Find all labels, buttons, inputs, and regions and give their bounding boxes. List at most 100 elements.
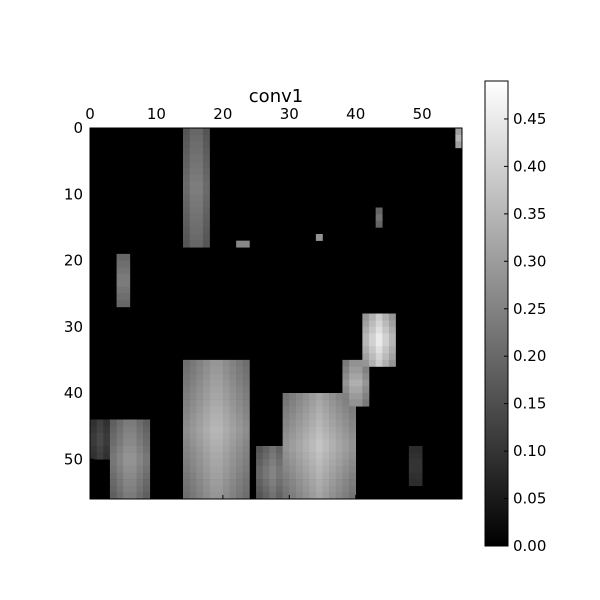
heatmap-cell	[375, 326, 383, 334]
heatmap-cell	[309, 492, 317, 500]
heatmap-cell	[302, 465, 310, 473]
colorbar-tick-label: 0.15	[513, 395, 546, 413]
heatmap-cell	[196, 446, 204, 453]
heatmap-cell	[209, 366, 217, 374]
heatmap-cell	[355, 393, 363, 400]
heatmap-cell	[143, 452, 151, 460]
heatmap-cell	[335, 412, 343, 420]
heatmap-cell	[282, 406, 290, 414]
heatmap-cell	[196, 406, 204, 414]
heatmap-cell	[109, 459, 117, 467]
heatmap-cell	[342, 412, 350, 420]
y-tick-label: 40	[64, 384, 83, 402]
heatmap-cell	[236, 412, 244, 420]
heatmap-cell	[136, 479, 144, 487]
heatmap-cell	[375, 340, 383, 347]
heatmap-cell	[143, 465, 151, 473]
heatmap-cell	[242, 485, 250, 493]
heatmap-cell	[322, 452, 330, 460]
heatmap-cell	[183, 393, 190, 400]
heatmap-cell	[216, 459, 224, 467]
heatmap-cell	[236, 432, 244, 440]
heatmap-cell	[209, 472, 217, 480]
heatmap-cell	[183, 147, 190, 155]
heatmap-cell	[236, 472, 244, 480]
heatmap-cell	[103, 439, 111, 447]
heatmap-cell	[289, 452, 297, 460]
heatmap-cell	[189, 479, 197, 487]
colorbar-tick-label: 0.35	[513, 205, 546, 223]
heatmap-cell	[335, 485, 343, 493]
heatmap-cell	[349, 379, 357, 387]
heatmap-cell	[96, 439, 104, 447]
heatmap-cell	[342, 452, 350, 460]
heatmap-cell	[309, 406, 317, 414]
heatmap-cell	[129, 479, 137, 487]
heatmap-cell	[202, 154, 210, 162]
heatmap-cell	[269, 446, 277, 453]
heatmap-cell	[103, 446, 111, 453]
heatmap-cell	[382, 353, 390, 361]
heatmap-cell	[222, 359, 230, 367]
heatmap-cell	[196, 459, 204, 467]
heatmap-cell	[196, 200, 204, 208]
heatmap-cell	[183, 379, 190, 387]
heatmap-cell	[362, 393, 370, 400]
heatmap-cell	[202, 161, 210, 169]
heatmap-cell	[116, 260, 124, 268]
heatmap-cell	[183, 167, 190, 175]
heatmap-cell	[189, 187, 197, 195]
heatmap-cell	[315, 406, 323, 414]
heatmap-cell	[236, 399, 244, 407]
heatmap-cell	[103, 419, 111, 427]
heatmap-cell	[322, 432, 330, 440]
heatmap-cell	[143, 419, 151, 427]
heatmap-cell	[349, 459, 357, 467]
heatmap-cell	[189, 419, 197, 427]
heatmap-cell	[209, 419, 217, 427]
heatmap-cell	[189, 234, 197, 241]
heatmap-cell	[322, 485, 330, 493]
heatmap-cell	[315, 452, 323, 460]
heatmap-cell	[109, 485, 117, 493]
heatmap-cell	[315, 399, 323, 407]
heatmap-cell	[382, 359, 390, 367]
heatmap-cell	[349, 412, 357, 420]
heatmap-cell	[143, 459, 151, 467]
heatmap-cell	[415, 446, 423, 453]
heatmap-cell	[309, 412, 317, 420]
heatmap-cell	[355, 386, 363, 394]
heatmap-cell	[183, 366, 190, 374]
heatmap-cell	[362, 313, 370, 321]
heatmap-cell	[236, 366, 244, 374]
heatmap-cell	[216, 465, 224, 473]
heatmap-cell	[229, 452, 237, 460]
heatmap-cell	[309, 459, 317, 467]
heatmap-cell	[129, 439, 137, 447]
heatmap-cell	[209, 459, 217, 467]
heatmap-cell	[329, 452, 337, 460]
heatmap-cell	[236, 452, 244, 460]
heatmap-cell	[189, 472, 197, 480]
heatmap-cell	[282, 459, 290, 467]
heatmap-cell	[229, 432, 237, 440]
heatmap-cell	[109, 465, 117, 473]
heatmap-cell	[196, 154, 204, 162]
heatmap-cell	[289, 406, 297, 414]
heatmap-cell	[302, 406, 310, 414]
heatmap-cell	[196, 479, 204, 487]
heatmap-cell	[388, 313, 396, 321]
heatmap-cell	[295, 432, 303, 440]
heatmap-cell	[302, 399, 310, 407]
heatmap-cell	[196, 359, 204, 367]
heatmap-cell	[189, 459, 197, 467]
heatmap-cell	[129, 485, 137, 493]
heatmap-cell	[309, 472, 317, 480]
heatmap-cell	[242, 426, 250, 434]
heatmap-cell	[256, 472, 264, 480]
heatmap-cell	[196, 373, 204, 381]
heatmap-cell	[309, 446, 317, 453]
heatmap-cell	[189, 207, 197, 215]
heatmap-cell	[315, 426, 323, 434]
heatmap-cell	[375, 214, 383, 222]
